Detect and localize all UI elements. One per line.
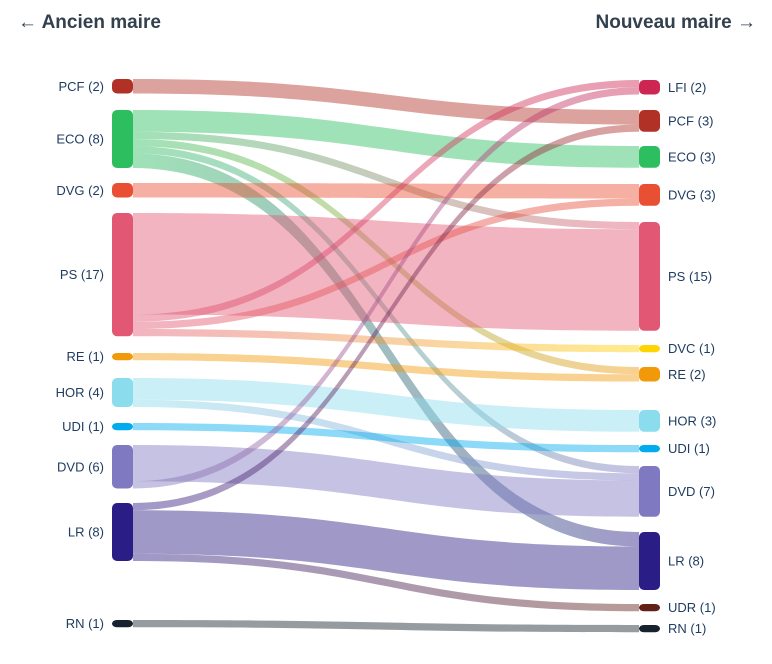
node-label-left-DVG: DVG (2) bbox=[56, 183, 104, 198]
node-right-DVD[interactable] bbox=[639, 466, 660, 517]
node-left-ECO[interactable] bbox=[112, 110, 133, 168]
node-label-right-RE: RE (2) bbox=[668, 367, 706, 382]
node-label-right-UDR: UDR (1) bbox=[668, 600, 716, 615]
node-label-left-HOR: HOR (4) bbox=[56, 385, 104, 400]
node-left-DVD[interactable] bbox=[112, 445, 133, 489]
node-left-PCF[interactable] bbox=[112, 79, 133, 94]
node-right-HOR[interactable] bbox=[639, 410, 660, 432]
nodes-layer bbox=[112, 79, 660, 633]
node-left-HOR[interactable] bbox=[112, 378, 133, 407]
node-label-right-LR: LR (8) bbox=[668, 554, 704, 569]
link-LR-to-PCF[interactable] bbox=[133, 124, 639, 511]
link-PS-to-PS[interactable] bbox=[133, 213, 639, 331]
labels-layer: PCF (2) ECO (8) DVG (2) PS (17) RE (1) HOR (4… bbox=[56, 79, 717, 636]
node-label-left-RE: RE (1) bbox=[66, 349, 104, 364]
node-label-left-PS: PS (17) bbox=[60, 267, 104, 282]
link-HOR-to-HOR[interactable] bbox=[133, 378, 639, 432]
link-UDI-to-UDI[interactable] bbox=[133, 423, 639, 453]
node-label-left-ECO: ECO (8) bbox=[56, 132, 104, 147]
node-right-UDR[interactable] bbox=[639, 604, 660, 612]
link-LR-to-LR[interactable] bbox=[133, 510, 639, 590]
node-label-right-ECO: ECO (3) bbox=[668, 149, 716, 164]
node-right-RE[interactable] bbox=[639, 367, 660, 382]
node-label-right-DVC: DVC (1) bbox=[668, 341, 715, 356]
link-PS-to-DVC[interactable] bbox=[133, 329, 639, 353]
node-label-right-RN: RN (1) bbox=[668, 621, 706, 636]
link-ECO-to-PS[interactable] bbox=[133, 131, 639, 230]
node-label-left-PCF: PCF (2) bbox=[59, 79, 105, 94]
node-right-UDI[interactable] bbox=[639, 445, 660, 453]
node-right-PS[interactable] bbox=[639, 222, 660, 331]
node-label-left-RN: RN (1) bbox=[66, 616, 104, 631]
link-PCF-to-PCF[interactable] bbox=[133, 79, 639, 125]
node-left-LR[interactable] bbox=[112, 503, 133, 561]
node-right-DVG[interactable] bbox=[639, 184, 660, 206]
right-column-header: Nouveau maire → bbox=[595, 12, 757, 33]
link-DVD-to-LFI[interactable] bbox=[133, 87, 639, 489]
link-PS-to-DVG[interactable] bbox=[133, 198, 639, 330]
node-label-right-HOR: HOR (3) bbox=[668, 413, 716, 428]
left-column-header: ← Ancien maire bbox=[18, 12, 161, 33]
links-layer bbox=[133, 79, 639, 633]
node-right-LFI[interactable] bbox=[639, 80, 660, 95]
node-right-RN[interactable] bbox=[639, 625, 660, 633]
link-LR-to-UDR[interactable] bbox=[133, 553, 639, 612]
node-label-left-UDI: UDI (1) bbox=[62, 419, 104, 434]
link-ECO-to-LR[interactable] bbox=[133, 153, 639, 547]
node-label-left-DVD: DVD (6) bbox=[57, 459, 104, 474]
node-label-right-UDI: UDI (1) bbox=[668, 441, 710, 456]
node-right-DVC[interactable] bbox=[639, 345, 660, 353]
node-label-right-DVG: DVG (3) bbox=[668, 187, 716, 202]
link-PS-to-LFI[interactable] bbox=[133, 80, 639, 322]
node-label-right-PS: PS (15) bbox=[668, 269, 712, 284]
node-right-LR[interactable] bbox=[639, 532, 660, 590]
link-RN-to-RN[interactable] bbox=[133, 620, 639, 633]
node-left-RN[interactable] bbox=[112, 620, 133, 628]
node-label-right-LFI: LFI (2) bbox=[668, 80, 706, 95]
node-right-ECO[interactable] bbox=[639, 146, 660, 168]
node-left-UDI[interactable] bbox=[112, 423, 133, 431]
node-label-left-LR: LR (8) bbox=[68, 525, 104, 540]
node-left-DVG[interactable] bbox=[112, 183, 133, 198]
node-label-right-PCF: PCF (3) bbox=[668, 113, 714, 128]
node-left-PS[interactable] bbox=[112, 213, 133, 337]
link-ECO-to-ECO[interactable] bbox=[133, 110, 639, 168]
node-left-RE[interactable] bbox=[112, 353, 133, 361]
node-label-right-DVD: DVD (7) bbox=[668, 484, 715, 499]
node-right-PCF[interactable] bbox=[639, 110, 660, 132]
link-RE-to-RE[interactable] bbox=[133, 353, 639, 382]
link-DVG-to-DVG[interactable] bbox=[133, 183, 639, 199]
